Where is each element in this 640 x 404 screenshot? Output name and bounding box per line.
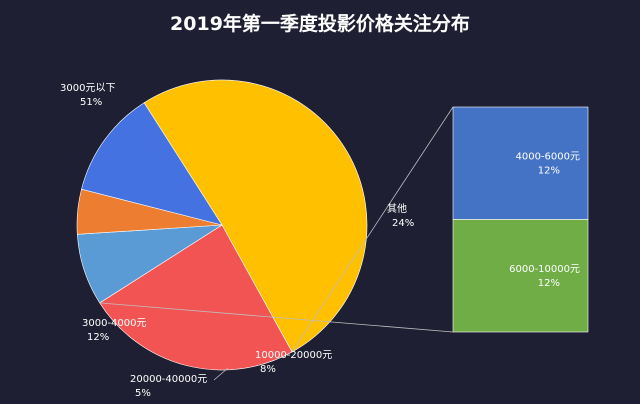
slice-2-label: 10000-20000元 bbox=[255, 350, 332, 361]
pie bbox=[76, 79, 368, 371]
slice-4-pct: 12% bbox=[87, 332, 109, 343]
slice-3-label: 20000-40000元 bbox=[130, 374, 207, 385]
slice-1 bbox=[99, 224, 293, 371]
data-labels: 3000元以下 51% 其他 24% 10000-20000元 8% 20000-40000… bbox=[60, 83, 414, 399]
slice-3-pct: 5% bbox=[135, 388, 151, 399]
breakdown-segment-1-label: 6000-10000元 bbox=[509, 264, 580, 275]
connector-top bbox=[291, 106, 454, 353]
slice-1-label: 其他 bbox=[387, 202, 407, 215]
breakdown-segment-0 bbox=[452, 106, 589, 220]
breakdown-segment-0-label: 4000-6000元 bbox=[515, 151, 580, 162]
slice-0 bbox=[143, 79, 368, 353]
slice-0-pct: 51% bbox=[80, 97, 102, 108]
slice-4 bbox=[81, 102, 223, 226]
slice-2-pct: 8% bbox=[260, 364, 276, 375]
breakdown-segment-1-pct: 12% bbox=[538, 278, 560, 289]
slice-0-label: 3000元以下 bbox=[60, 83, 115, 94]
chart-title: 2019年第一季度投影价格关注分布 bbox=[170, 12, 470, 35]
slice-4-label: 3000-4000元 bbox=[82, 318, 147, 329]
breakdown-bar: 4000-6000元 12% 6000-10000元 12% bbox=[452, 106, 589, 333]
slice-1-pct: 24% bbox=[392, 218, 414, 229]
breakdown-segment-1 bbox=[452, 219, 589, 333]
breakdown-connectors bbox=[99, 106, 454, 353]
breakdown-segment-0-pct: 12% bbox=[538, 165, 560, 176]
slice-3-leader bbox=[213, 367, 229, 381]
connector-bottom bbox=[99, 302, 454, 333]
